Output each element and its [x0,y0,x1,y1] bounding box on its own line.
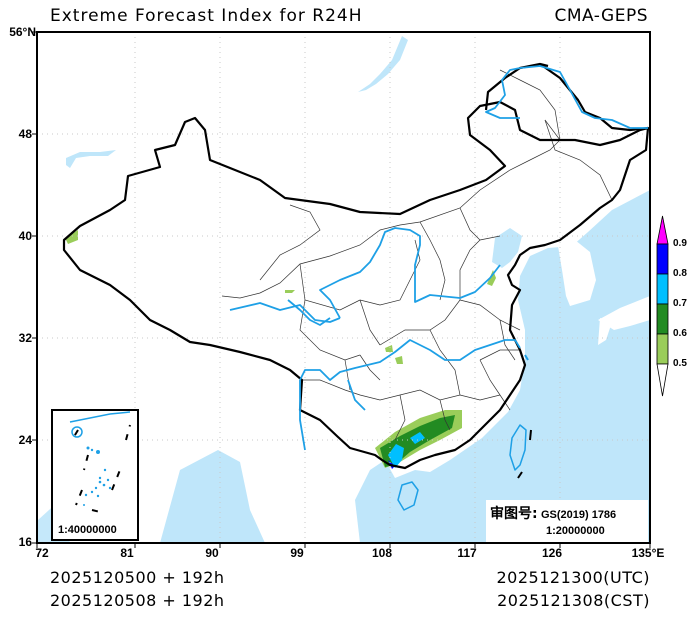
main-scale: 1:20000000 [546,525,605,537]
inset-scale: 1:40000000 [58,524,117,536]
lon-label-117: 117 [457,546,477,560]
legend-label-0.9: 0.9 [673,238,687,249]
korea-japan-land [558,240,650,345]
review-label: 审图号: [490,506,538,522]
legend-label-0.8: 0.8 [673,268,687,279]
axis-ticks [32,31,651,548]
lat-label-16: 16 [18,535,32,549]
rivers [229,65,648,511]
lon-label-126: 126 [541,546,563,560]
grid-lines [37,32,650,543]
lat-label-48: 48 [18,127,32,141]
review-number: 审图号: GS(2019) 1786 [490,503,616,523]
lon-label-135: 135°E [631,546,665,560]
south-china-sea-inset [51,409,139,541]
province-borders [221,69,613,441]
colorbar [656,215,669,397]
lat-label-40: 40 [18,229,32,243]
valid-time-utc: 2025121300(UTC) [496,568,650,587]
lat-label-32: 32 [18,331,32,345]
lon-label-72: 72 [35,546,49,560]
lon-label-81: 81 [120,546,134,560]
valid-time-cst: 2025121308(CST) [497,591,650,610]
lon-label-108: 108 [371,546,393,560]
plot-frame [36,31,651,544]
lat-label-24: 24 [18,433,32,447]
chart-title: Extreme Forecast Index for R24H [50,6,363,26]
lon-label-90: 90 [205,546,219,560]
init-time-cst: 2025120508 + 192h [50,591,225,610]
map-review-box: 审图号: GS(2019) 1786 1:20000000 [486,500,648,542]
legend-label-0.6: 0.6 [673,328,687,339]
init-time-utc: 2025120500 + 192h [50,568,225,587]
review-code: GS(2019) 1786 [540,509,617,521]
model-source: CMA-GEPS [554,6,648,26]
legend-label-0.7: 0.7 [673,298,687,309]
legend-label-0.5: 0.5 [673,358,687,369]
lon-label-99: 99 [290,546,304,560]
lat-label-56: 56°N [9,25,36,39]
